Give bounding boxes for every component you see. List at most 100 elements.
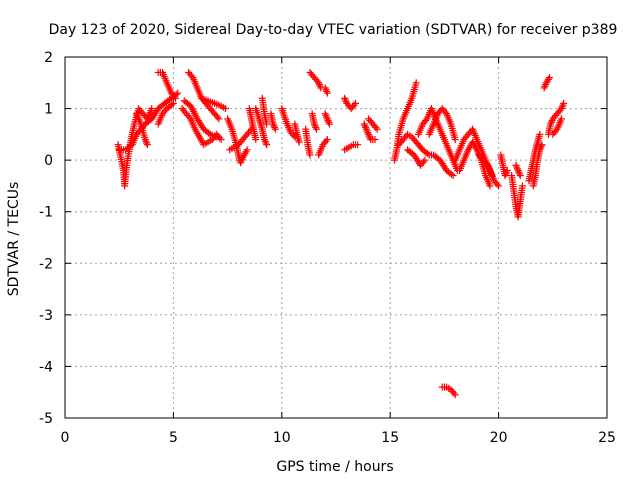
data-point xyxy=(503,168,511,176)
data-point xyxy=(501,172,509,180)
x-tick-label: 25 xyxy=(598,430,616,446)
plot-frame xyxy=(64,56,608,419)
data-point xyxy=(237,157,245,165)
data-point xyxy=(161,106,169,114)
data-point xyxy=(419,158,427,166)
data-point xyxy=(142,137,150,145)
data-point xyxy=(363,127,371,135)
data-point xyxy=(316,82,324,90)
data-point xyxy=(215,115,223,123)
data-point xyxy=(515,168,523,176)
data-point xyxy=(557,115,565,123)
x-tick-label: 10 xyxy=(273,430,291,446)
data-point xyxy=(263,120,271,128)
data-point xyxy=(412,79,420,87)
x-tick-label: 0 xyxy=(61,430,70,446)
data-point xyxy=(143,141,151,149)
data-point xyxy=(424,150,432,158)
data-point xyxy=(372,123,380,131)
data-point xyxy=(544,75,552,83)
data-point xyxy=(261,137,269,145)
data-point xyxy=(312,125,320,133)
y-tick-label: -3 xyxy=(39,308,53,324)
data-point xyxy=(217,136,225,144)
y-tick-label: -5 xyxy=(39,411,53,427)
data-point xyxy=(451,391,459,399)
data-point xyxy=(493,180,501,188)
data-point xyxy=(422,117,430,125)
data-point xyxy=(238,155,246,163)
data-point xyxy=(560,99,568,107)
data-point xyxy=(558,103,566,111)
data-point xyxy=(365,130,373,138)
data-point xyxy=(536,146,544,154)
data-point xyxy=(174,89,182,97)
data-point xyxy=(323,115,331,123)
y-tick-label: 2 xyxy=(44,50,53,66)
data-point xyxy=(295,138,303,146)
data-point xyxy=(252,136,260,144)
data-point xyxy=(541,82,549,90)
data-point xyxy=(514,166,522,174)
data-point xyxy=(185,113,193,121)
data-point xyxy=(559,101,567,109)
x-tick-label: 5 xyxy=(169,430,178,446)
data-point xyxy=(451,136,459,144)
data-point xyxy=(312,123,320,131)
data-point xyxy=(547,120,555,128)
y-tick-label: 1 xyxy=(44,102,53,118)
data-point xyxy=(352,99,360,107)
grid-lines xyxy=(65,57,607,418)
data-point xyxy=(213,133,221,141)
data-point xyxy=(486,182,494,190)
data-point xyxy=(325,118,333,126)
data-point xyxy=(269,120,277,128)
data-point xyxy=(322,111,330,119)
data-point xyxy=(513,163,521,171)
data-point xyxy=(540,84,548,92)
data-point xyxy=(243,146,251,154)
data-point xyxy=(373,125,381,133)
data-point xyxy=(513,165,521,173)
data-point xyxy=(502,170,510,178)
data-point xyxy=(364,129,372,137)
data-point xyxy=(371,136,379,144)
data-point xyxy=(315,79,323,87)
data-point xyxy=(262,139,270,147)
data-point xyxy=(360,120,368,128)
data-point xyxy=(170,93,178,101)
data-point xyxy=(322,86,330,94)
data-point xyxy=(512,161,520,169)
data-point xyxy=(450,389,458,397)
data-point xyxy=(441,108,449,116)
data-point xyxy=(271,125,279,133)
data-point xyxy=(362,125,370,133)
data-point xyxy=(488,172,496,180)
data-point xyxy=(315,81,323,89)
data-point xyxy=(350,101,358,109)
data-point xyxy=(557,105,565,113)
data-point xyxy=(213,113,221,121)
data-point xyxy=(323,113,331,121)
y-tick-label: -4 xyxy=(39,359,53,375)
data-points xyxy=(114,68,568,399)
data-point xyxy=(537,144,545,152)
data-point xyxy=(536,130,544,138)
data-point xyxy=(321,84,329,92)
data-point xyxy=(323,136,331,144)
data-point xyxy=(169,99,177,107)
data-point xyxy=(270,122,278,130)
data-point xyxy=(205,129,213,137)
data-point xyxy=(172,94,180,102)
y-axis-label: SDTVAR / TECUs xyxy=(6,182,22,297)
data-point xyxy=(537,142,545,150)
data-point xyxy=(310,120,318,128)
data-point xyxy=(325,120,333,128)
data-point xyxy=(306,151,314,159)
data-point xyxy=(148,105,156,113)
data-point xyxy=(552,127,560,135)
data-point xyxy=(547,118,555,126)
x-tick-label: 20 xyxy=(490,430,508,446)
data-point xyxy=(361,122,369,130)
